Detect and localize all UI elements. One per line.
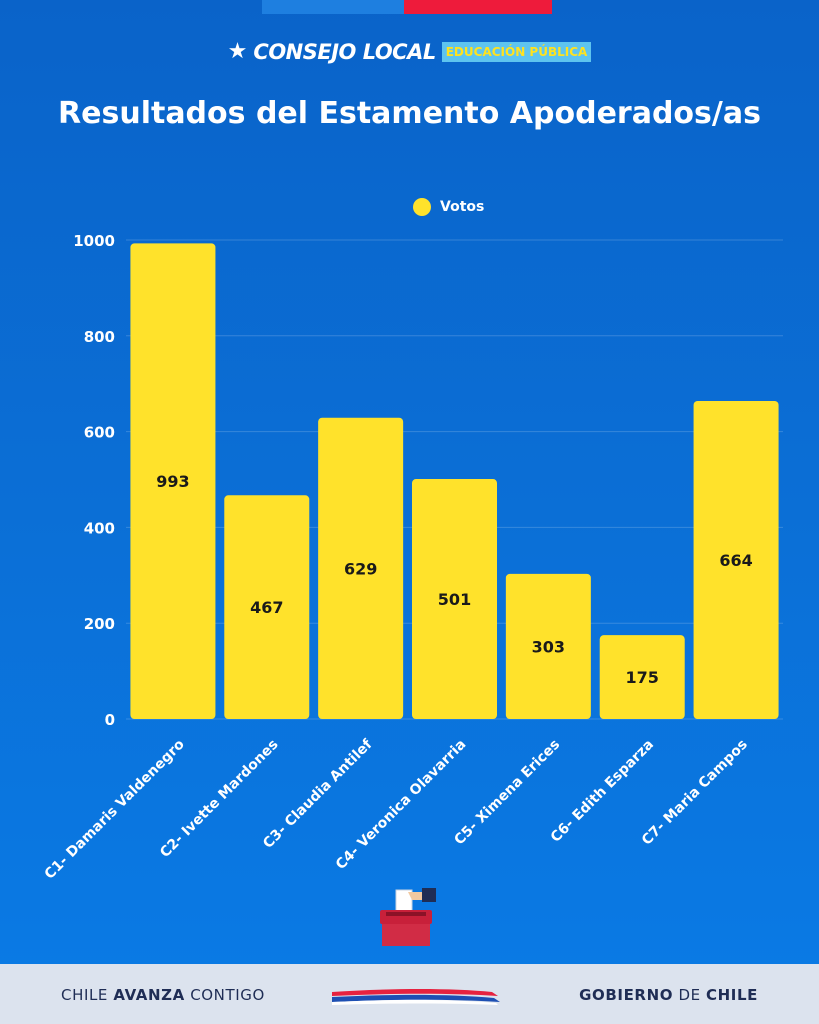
x-tick-label: C6- Edith Esparza bbox=[548, 737, 657, 846]
x-tick-label: C3- Claudia Antilef bbox=[260, 736, 376, 852]
ballot-box-icon bbox=[380, 888, 436, 946]
bar bbox=[130, 243, 216, 719]
bar-value-label: 993 bbox=[156, 472, 189, 491]
x-tick-label: C7- Maria Campos bbox=[639, 737, 751, 849]
footer-gov-bold: CHILE bbox=[706, 986, 758, 1004]
y-tick-label: 200 bbox=[84, 615, 115, 633]
bar bbox=[599, 635, 685, 719]
footer-government: GOBIERNO DE CHILE bbox=[579, 986, 758, 1004]
bar-chart: 0 200 400 600 800 1000 993 C1- Damaris Valdeneg… bbox=[42, 232, 779, 882]
footer-slogan-part: CHILE bbox=[61, 986, 114, 1004]
y-tick-label: 800 bbox=[84, 328, 115, 346]
chart-title: Resultados del Estamento Apoderados/as bbox=[58, 96, 761, 131]
footer-slogan: CHILE AVANZA CONTIGO bbox=[61, 986, 265, 1004]
y-tick-label: 0 bbox=[105, 711, 115, 729]
chart-legend: Votos bbox=[413, 198, 484, 216]
bar bbox=[412, 479, 497, 719]
bar bbox=[224, 495, 310, 719]
footer-slogan-bold: AVANZA bbox=[113, 986, 185, 1004]
x-tick-label: C5- Ximena Erices bbox=[451, 737, 563, 849]
bar-value-label: 629 bbox=[344, 559, 377, 578]
flag-swoosh-logo bbox=[332, 989, 500, 1005]
footer: CHILE AVANZA CONTIGO GOBIERNO DE CHILE bbox=[0, 964, 819, 1024]
bar-value-label: 501 bbox=[438, 590, 471, 609]
bar-value-label: 664 bbox=[719, 551, 752, 570]
bar bbox=[693, 400, 779, 719]
footer-slogan-part: CONTIGO bbox=[184, 986, 265, 1004]
x-tick-label: C1- Damaris Valdenegro bbox=[42, 736, 188, 882]
flag-stripe-blue bbox=[262, 0, 404, 14]
footer-gov-bold: GOBIERNO bbox=[579, 986, 674, 1004]
flag-stripe-red bbox=[404, 0, 552, 14]
brand-logo: ★ CONSEJO LOCAL EDUCACIÓN PÚBLICA bbox=[0, 40, 819, 64]
y-tick-label: 600 bbox=[84, 424, 115, 442]
brand-tag: EDUCACIÓN PÚBLICA bbox=[441, 42, 592, 62]
footer-gov-part: DE bbox=[673, 986, 707, 1004]
legend-label: Votos bbox=[440, 199, 485, 215]
flag-stripe bbox=[262, 0, 552, 14]
bar-value-label: 467 bbox=[250, 598, 283, 617]
bar bbox=[318, 417, 404, 719]
legend-swatch bbox=[413, 198, 431, 216]
y-tick-label: 400 bbox=[84, 519, 115, 537]
bar-value-label: 175 bbox=[626, 668, 659, 687]
star-icon: ★ bbox=[227, 39, 248, 64]
bar-value-label: 303 bbox=[532, 637, 565, 656]
y-tick-label: 1000 bbox=[73, 232, 115, 250]
bar bbox=[505, 573, 591, 719]
brand-name: CONSEJO LOCAL bbox=[253, 40, 436, 64]
